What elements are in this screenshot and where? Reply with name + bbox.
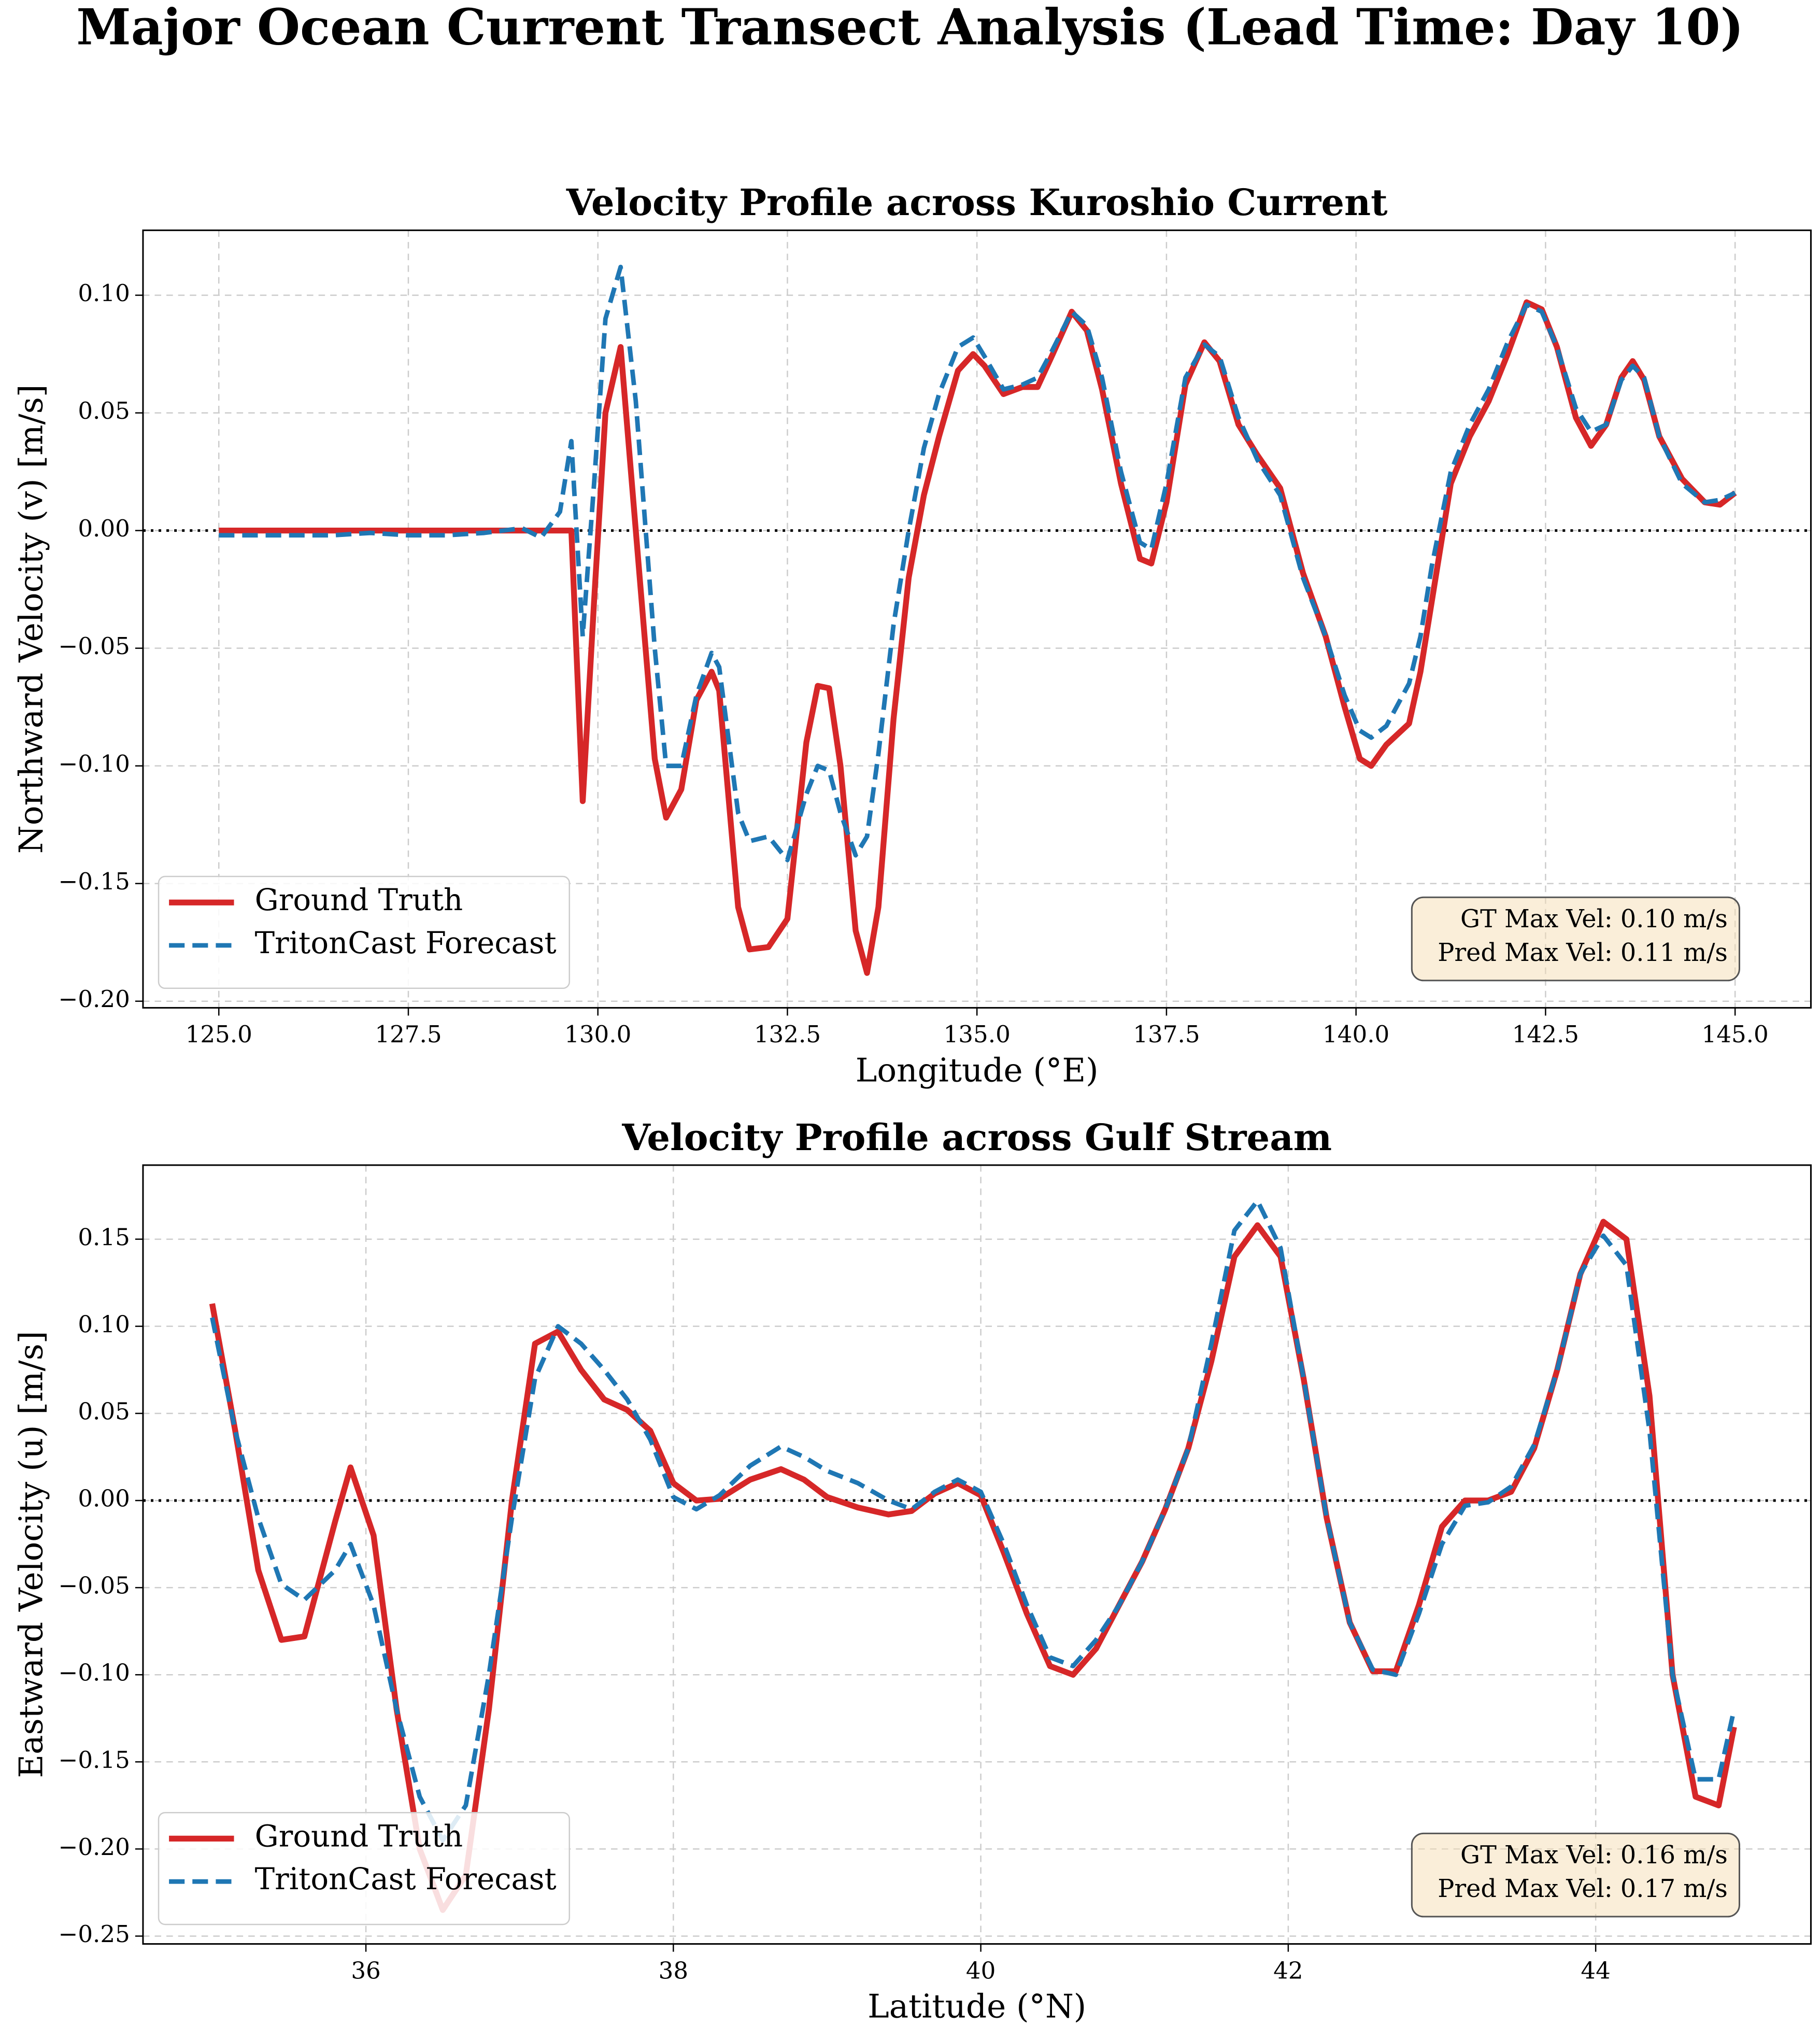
annotation-text: GT Max Vel: 0.16 m/s bbox=[1460, 1841, 1728, 1870]
series-line bbox=[219, 264, 1736, 862]
x-tick-label: 42 bbox=[1273, 1957, 1303, 1984]
y-tick-label: −0.10 bbox=[59, 750, 130, 777]
figure-title: Major Ocean Current Transect Analysis (L… bbox=[76, 0, 1744, 56]
x-tick-label: 127.5 bbox=[375, 1021, 442, 1048]
y-tick-label: −0.25 bbox=[59, 1920, 130, 1948]
legend-label: Ground Truth bbox=[255, 882, 463, 917]
y-tick-label: 0.10 bbox=[78, 1310, 130, 1338]
x-tick-label: 142.5 bbox=[1512, 1021, 1579, 1048]
x-tick-label: 140.0 bbox=[1323, 1021, 1389, 1048]
y-tick-label: −0.20 bbox=[59, 1833, 130, 1861]
legend-label: Ground Truth bbox=[255, 1818, 463, 1853]
y-tick-label: 0.05 bbox=[78, 397, 130, 424]
y-axis-label: Northward Velocity (v) [m/s] bbox=[12, 385, 50, 854]
y-tick-label: −0.05 bbox=[59, 1572, 130, 1599]
y-tick-label: −0.15 bbox=[59, 1746, 130, 1774]
annotation-text: Pred Max Vel: 0.17 m/s bbox=[1438, 1875, 1728, 1903]
legend-box bbox=[158, 875, 571, 989]
panel: Velocity Profile across Gulf Stream 36 38 4… bbox=[12, 1116, 1812, 2026]
x-tick-label: 135.0 bbox=[944, 1021, 1011, 1048]
panel-title: Velocity Profile across Gulf Stream bbox=[621, 1116, 1332, 1159]
y-tick-label: −0.05 bbox=[59, 632, 130, 660]
x-tick-label: 137.5 bbox=[1133, 1021, 1200, 1048]
legend-label: TritonCast Forecast bbox=[255, 925, 557, 960]
y-tick-label: −0.20 bbox=[59, 985, 130, 1013]
y-tick-label: 0.05 bbox=[78, 1397, 130, 1425]
annotation: GT Max Vel: 0.16 m/s Pred Max Vel: 0.17 m… bbox=[1411, 1832, 1740, 1918]
plot-frame bbox=[142, 229, 1812, 1009]
x-axis-label: Longitude (°E) bbox=[856, 1051, 1099, 1089]
y-tick-label: 0.15 bbox=[78, 1223, 130, 1251]
annotation: GT Max Vel: 0.10 m/s Pred Max Vel: 0.11 m… bbox=[1411, 896, 1740, 982]
annotation-text: GT Max Vel: 0.10 m/s bbox=[1460, 905, 1728, 933]
x-tick-label: 36 bbox=[351, 1957, 380, 1984]
x-tick-label: 44 bbox=[1581, 1957, 1610, 1984]
y-tick-label: 0.00 bbox=[78, 515, 130, 542]
y-tick-label: −0.10 bbox=[59, 1659, 130, 1687]
legend: Ground Truth TritonCast Forecast bbox=[158, 875, 571, 989]
series-line bbox=[210, 1198, 1737, 1843]
annotation-text: Pred Max Vel: 0.11 m/s bbox=[1438, 939, 1728, 967]
y-tick-label: −0.15 bbox=[59, 868, 130, 895]
x-tick-label: 132.5 bbox=[754, 1021, 821, 1048]
annotation-box bbox=[1411, 1832, 1740, 1918]
plot-frame bbox=[142, 1164, 1812, 1945]
x-axis-label: Latitude (°N) bbox=[868, 1988, 1086, 2026]
x-tick-label: 40 bbox=[966, 1957, 996, 1984]
legend: Ground Truth TritonCast Forecast bbox=[158, 1811, 571, 1925]
legend-label: TritonCast Forecast bbox=[255, 1861, 557, 1896]
y-tick-label: 0.00 bbox=[78, 1485, 130, 1512]
y-axis-label: Eastward Velocity (u) [m/s] bbox=[12, 1331, 50, 1778]
x-tick-label: 125.0 bbox=[186, 1021, 252, 1048]
panel: Velocity Profile across Kuroshio Current… bbox=[12, 181, 1812, 1089]
y-tick-label: 0.10 bbox=[78, 279, 130, 307]
legend-box bbox=[158, 1811, 571, 1925]
panel-title: Velocity Profile across Kuroshio Current bbox=[566, 181, 1388, 224]
annotation-box bbox=[1411, 896, 1740, 982]
x-tick-label: 130.0 bbox=[564, 1021, 631, 1048]
x-tick-label: 145.0 bbox=[1702, 1021, 1769, 1048]
series-line bbox=[219, 299, 1737, 976]
x-tick-label: 38 bbox=[659, 1957, 688, 1984]
